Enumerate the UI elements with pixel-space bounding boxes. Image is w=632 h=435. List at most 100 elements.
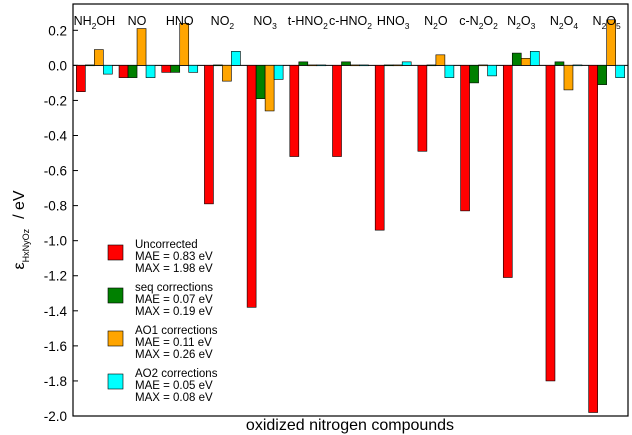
bar-uncorrected — [588, 65, 598, 413]
bar-ao1-corrections — [563, 65, 574, 91]
category-label: NH2OH — [74, 14, 116, 31]
bar-seq-corrections — [383, 64, 394, 67]
category-label: HNO3 — [377, 14, 410, 31]
bar-uncorrected — [332, 65, 342, 157]
category-label: NO — [128, 14, 147, 28]
bar-ao2-corrections — [359, 64, 369, 67]
legend-mae: MAE = 0.83 eV — [135, 251, 213, 263]
bar-seq-corrections — [341, 61, 351, 66]
category-label: N2O5 — [593, 14, 622, 31]
legend-swatch — [107, 244, 124, 261]
bar-ao1-corrections — [222, 65, 232, 82]
legend-max: MAX = 0.08 eV — [135, 392, 213, 404]
bar-seq-corrections — [298, 61, 309, 66]
bar-uncorrected — [204, 65, 214, 205]
bar-ao2-corrections — [529, 51, 540, 66]
bar-seq-corrections — [426, 64, 437, 67]
y-axis-unit: / eV — [11, 190, 28, 219]
category-label: N2O3 — [507, 14, 536, 31]
bar-ao1-corrections — [179, 22, 190, 66]
legend-swatch — [107, 373, 124, 390]
bar-ao1-corrections — [350, 64, 360, 67]
legend-max: MAX = 0.19 eV — [135, 306, 213, 318]
bar-seq-corrections — [255, 65, 266, 99]
y-tick-label: -0.4 — [44, 128, 68, 143]
bar-ao1-corrections — [435, 54, 446, 66]
bar-seq-corrections — [597, 65, 607, 85]
bar-ao1-corrections — [478, 64, 488, 67]
x-axis-label: oxidized nitrogen compounds — [246, 417, 454, 434]
bar-uncorrected — [460, 65, 470, 212]
legend-mae: MAE = 0.07 eV — [135, 294, 213, 306]
plot-frame — [72, 3, 629, 417]
legend-swatch — [107, 330, 124, 347]
y-tick-label: -1.8 — [44, 374, 67, 389]
legend-mae: MAE = 0.11 eV — [135, 337, 212, 349]
bar-ao1-corrections — [307, 64, 318, 67]
legend-mae: MAE = 0.05 eV — [135, 380, 213, 392]
y-tick-label: 0.2 — [48, 23, 67, 38]
bar-uncorrected — [502, 65, 513, 278]
bar-ao2-corrections — [615, 65, 625, 78]
legend-series-name: AO1 corrections — [135, 325, 218, 337]
bars-group — [76, 19, 625, 413]
bar-uncorrected — [545, 65, 556, 382]
bar-ao2-corrections — [572, 64, 583, 67]
legend-series-name: Uncorrected — [135, 239, 198, 251]
y-axis-label: εHxNyOz / eV — [11, 190, 31, 269]
y-tick-label: -0.6 — [44, 164, 67, 179]
bar-uncorrected — [246, 65, 257, 308]
bar-ao1-corrections — [392, 64, 403, 67]
bar-seq-corrections — [213, 64, 223, 67]
bar-uncorrected — [289, 65, 300, 157]
bar-ao2-corrections — [188, 65, 199, 73]
bar-ao1-corrections — [520, 58, 531, 66]
bar-ao2-corrections — [231, 51, 241, 66]
bar-seq-corrections — [170, 65, 181, 73]
bar-uncorrected — [374, 65, 385, 231]
category-label: HNO — [166, 14, 194, 28]
bar-seq-corrections — [554, 61, 565, 66]
category-label: NO2 — [211, 14, 235, 31]
bar-ao2-corrections — [273, 65, 284, 80]
legend-series-name: AO2 corrections — [135, 368, 218, 380]
bar-seq-corrections — [511, 52, 522, 66]
bar-ao2-corrections — [487, 65, 497, 77]
category-label: c-HNO2 — [329, 14, 372, 31]
category-label: t-HNO2 — [288, 14, 328, 31]
bar-ao2-corrections — [444, 65, 455, 78]
y-tick-label: -1.0 — [44, 234, 67, 249]
bar-ao1-corrections — [136, 28, 147, 66]
bar-ao2-corrections — [103, 65, 113, 75]
legend-max: MAX = 0.26 eV — [135, 349, 213, 361]
bar-uncorrected — [118, 65, 129, 78]
bar-seq-corrections — [469, 65, 479, 84]
bar-seq-corrections — [127, 65, 138, 78]
category-label: c-N2O2 — [459, 14, 498, 31]
y-tick-label: -1.4 — [44, 304, 68, 319]
bar-ao1-corrections — [264, 65, 275, 112]
y-tick-label: -0.2 — [44, 93, 67, 108]
bar-uncorrected — [161, 65, 172, 73]
bar-uncorrected — [417, 65, 428, 152]
bar-ao1-corrections — [94, 49, 104, 66]
category-label: NO3 — [253, 14, 277, 31]
y-axis-ticks: 0.2 0.0 -0.2 -0.4 -0.6 -0.8 -1.0 -1.2 -1.4 -1.6 -1… — [44, 23, 78, 424]
bar-ao2-corrections — [316, 64, 327, 67]
y-tick-label: 0.0 — [48, 58, 67, 73]
svg-text:εHxNyOz/ eV: εHxNyOz / eV — [11, 190, 31, 269]
category-labels: NH2OH NO HNO NO2 NO3 t-HNO2 c-HNO2 HNO3 N2O c-N2O… — [74, 14, 621, 31]
bar-seq-corrections — [85, 64, 95, 67]
bar-uncorrected — [76, 65, 86, 92]
legend-max: MAX = 1.98 eV — [135, 263, 213, 275]
y-tick-label: -1.2 — [44, 269, 67, 284]
legend-series-name: seq corrections — [135, 282, 213, 294]
category-label: N2O — [424, 14, 448, 31]
category-label: N2O4 — [550, 14, 579, 31]
y-tick-label: -2.0 — [44, 409, 67, 424]
y-axis-symbol: ε — [11, 262, 28, 269]
bar-ao1-corrections — [606, 19, 616, 66]
bar-ao2-corrections — [145, 65, 156, 78]
